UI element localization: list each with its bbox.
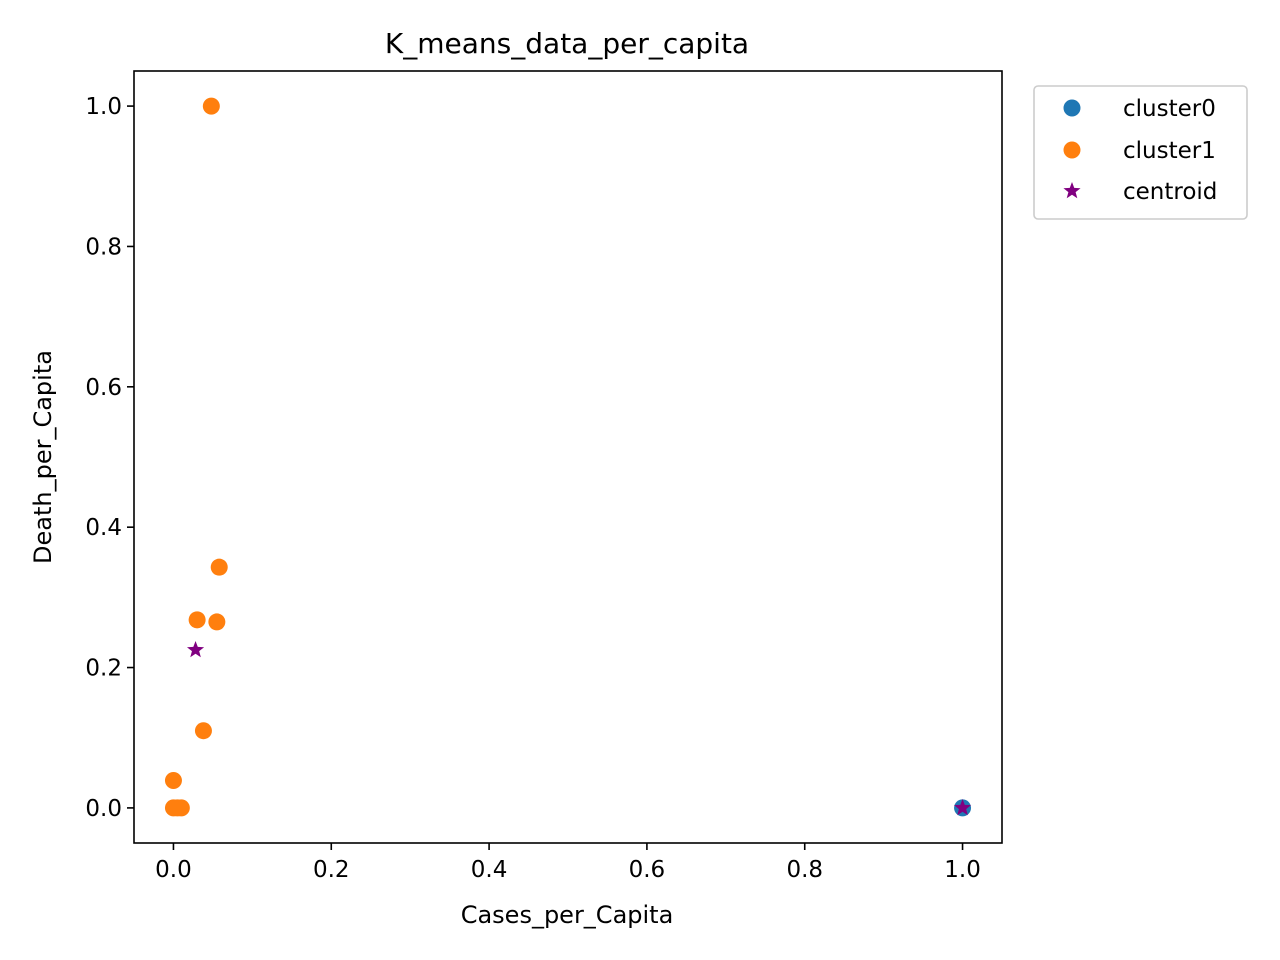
y-tick-label: 0.8: [85, 234, 122, 260]
y-tick-label: 0.6: [85, 375, 122, 401]
legend-entries: cluster0 cluster1 centroid: [1063, 96, 1217, 205]
legend-label-centroid: centroid: [1123, 179, 1217, 205]
centroid-point: [186, 641, 205, 658]
x-tick-label: 0.4: [471, 857, 508, 883]
y-axis-label: Death_per_Capita: [29, 350, 57, 564]
x-tick-label: 0.0: [155, 857, 192, 883]
legend-marker-cluster0: [1063, 99, 1081, 117]
y-axis-ticks: 0.0 0.2 0.4 0.6 0.8 1.0: [85, 94, 134, 822]
legend-marker-centroid: [1063, 182, 1081, 199]
legend-entry-cluster0: cluster0: [1063, 96, 1216, 122]
x-tick-label: 1.0: [944, 857, 981, 883]
cluster1-point: [172, 799, 190, 817]
x-axis-label: Cases_per_Capita: [461, 901, 674, 929]
x-tick-label: 0.2: [313, 857, 350, 883]
legend-entry-centroid: centroid: [1063, 179, 1217, 205]
x-axis-ticks: 0.0 0.2 0.4 0.6 0.8 1.0: [155, 843, 981, 883]
cluster1-point: [210, 558, 228, 576]
legend-frame: [1033, 85, 1248, 220]
cluster1-point: [208, 613, 226, 631]
y-tick-label: 1.0: [85, 94, 122, 120]
y-tick-label: 0.4: [85, 515, 122, 541]
y-tick-label: 0.2: [85, 656, 122, 682]
centroid-point: [953, 798, 972, 816]
legend-label-cluster1: cluster1: [1123, 138, 1216, 164]
legend-marker-cluster1: [1063, 141, 1081, 159]
plot-frame: [133, 70, 1003, 844]
y-tick-label: 0.0: [85, 796, 122, 822]
x-tick-label: 0.6: [629, 857, 666, 883]
chart-title: K_means_data_per_capita: [385, 27, 749, 60]
cluster1-point: [194, 722, 212, 740]
data-points: [164, 97, 972, 817]
series-centroid: [186, 641, 972, 816]
x-tick-label: 0.8: [786, 857, 823, 883]
legend: cluster0 cluster1 centroid: [1033, 85, 1248, 220]
legend-label-cluster0: cluster0: [1123, 96, 1216, 122]
cluster1-point: [202, 97, 220, 115]
series-cluster1: [164, 97, 228, 817]
legend-entry-cluster1: cluster1: [1063, 138, 1216, 164]
cluster1-point: [164, 772, 182, 790]
cluster1-point: [188, 611, 206, 629]
